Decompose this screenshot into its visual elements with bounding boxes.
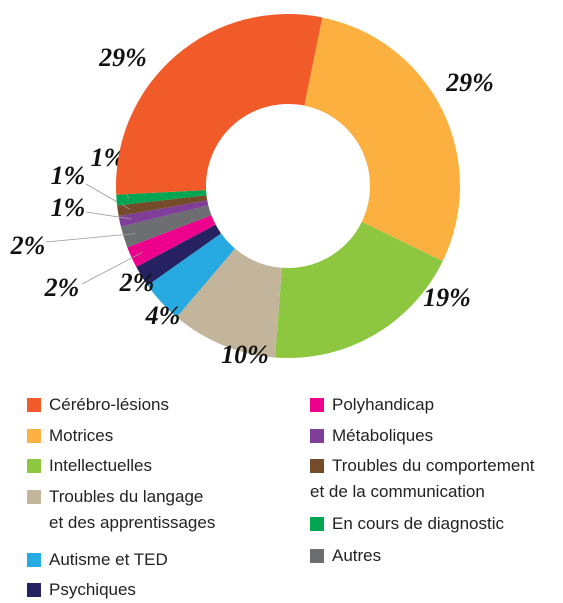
legend-label: Autres (332, 546, 382, 565)
legend-swatch (310, 459, 324, 473)
legend-item: Motrices (27, 423, 113, 449)
legend-item: Métaboliques (310, 423, 433, 449)
leader-line (45, 233, 136, 243)
donut-slice (304, 17, 460, 262)
legend-label: Troubles du comportement et de la commun… (310, 456, 535, 501)
value-label: 2% (44, 273, 80, 302)
value-label: 4% (145, 301, 181, 330)
value-label: 10% (221, 340, 269, 369)
donut-slice (275, 221, 443, 358)
legend-label: Polyhandicap (332, 395, 435, 414)
donut-slice (118, 200, 209, 227)
legend-item: Troubles du comportement et de la commun… (310, 453, 535, 505)
legend-label: Intellectuelles (49, 456, 153, 475)
legend-label: Troubles du langage et des apprentissage… (49, 487, 216, 532)
legend-swatch (27, 398, 41, 412)
legend-label: Métaboliques (332, 426, 434, 445)
legend-swatch (310, 429, 324, 443)
legend-item: Intellectuelles (27, 453, 152, 479)
leader-line (85, 183, 130, 210)
legend-swatch (27, 553, 41, 567)
legend-swatch (310, 398, 324, 412)
donut-slice (116, 190, 207, 206)
legend-swatch (27, 583, 41, 597)
legend-item: En cours de diagnostic (310, 511, 504, 537)
leader-line (81, 251, 143, 285)
legend-label: Motrices (49, 426, 114, 445)
legend-item: Psychiques (27, 577, 136, 603)
value-label: 2% (10, 231, 46, 260)
value-label: 19% (423, 283, 471, 312)
value-label: 1% (51, 161, 86, 190)
legend-swatch (27, 459, 41, 473)
legend-item: Autisme et TED (27, 547, 168, 573)
legend-label: En cours de diagnostic (332, 514, 504, 533)
legend-item: Troubles du langage et des apprentissage… (27, 484, 215, 536)
legend-label: Autisme et TED (49, 550, 168, 569)
chart: 29%19%10%4%2%2%2%1%1%1%29% (10, 14, 494, 369)
value-label: 1% (51, 193, 86, 222)
donut-slice (117, 195, 208, 217)
legend-item: Cérébro-lésions (27, 392, 169, 418)
donut-slice (115, 14, 323, 195)
donut-slice (127, 215, 216, 268)
value-label: 29% (445, 68, 494, 97)
leader-line (85, 211, 132, 220)
legend-item: Autres (310, 543, 381, 569)
donut-slice (120, 205, 212, 248)
legend-label: Cérébro-lésions (49, 395, 169, 414)
legend-swatch (310, 517, 324, 531)
donut-slice (136, 224, 222, 286)
legend-swatch (310, 549, 324, 563)
value-label: 29% (98, 43, 147, 72)
legend-swatch (27, 490, 41, 504)
value-label: 2% (119, 268, 155, 297)
donut-slice (147, 233, 235, 318)
legend-swatch (27, 429, 41, 443)
legend-label: Psychiques (49, 580, 136, 599)
legend-item: Polyhandicap (310, 392, 434, 418)
donut-slice (176, 248, 282, 358)
